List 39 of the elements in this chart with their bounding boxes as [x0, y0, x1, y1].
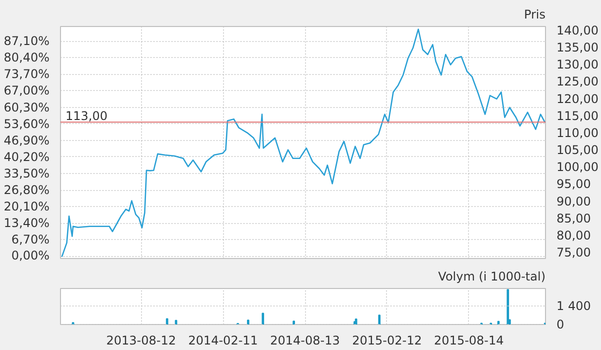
y2-tick-label: 1 400	[556, 299, 591, 314]
y-tick-label: 20,10%	[4, 200, 50, 214]
y2-tick-label: 75,00	[556, 246, 591, 260]
line-series	[61, 28, 546, 258]
y2-tick-label: 95,00	[556, 177, 591, 192]
y-tick-label: 46,90%	[4, 133, 50, 148]
x-tick-label: 2014-02-11	[188, 334, 258, 348]
x-tick-label: 2013-08-12	[106, 334, 176, 348]
y-tick-label: 0,00%	[11, 248, 50, 262]
y2-tick-label: 125,00	[556, 74, 598, 89]
y-tick-label: 87,10%	[4, 34, 50, 48]
y-tick-label: 53,60%	[4, 116, 50, 131]
x-tick-label: 2014-08-13	[270, 334, 340, 348]
y2-tick-label: 0	[556, 318, 564, 332]
y-tick-label: 6,70%	[11, 232, 50, 247]
ref-line-label: 113,00	[66, 109, 108, 124]
y-tick-label: 13,40%	[4, 216, 50, 230]
y2-axis-title: Pris	[524, 8, 546, 22]
y2-axis-title: Volym (i 1000-tal)	[438, 270, 546, 284]
y2-tick-label: 135,00	[556, 40, 598, 54]
y2-tick-label: 105,00	[556, 143, 598, 158]
y-tick-label: 80,40%	[4, 50, 50, 65]
y-tick-label: 73,70%	[4, 67, 50, 82]
y2-tick-label: 85,00	[556, 211, 591, 226]
y-tick-label: 60,30%	[4, 100, 50, 114]
x-tick-label: 2015-02-12	[352, 334, 422, 348]
y-tick-label: 67,00%	[4, 84, 50, 98]
y2-tick-label: 80,00	[556, 228, 591, 242]
y2-tick-label: 120,00	[556, 92, 598, 106]
y2-tick-label: 110,00	[556, 126, 598, 140]
y2-tick-label: 115,00	[556, 108, 598, 123]
y-tick-label: 33,50%	[4, 166, 50, 181]
y2-tick-label: 100,00	[556, 160, 598, 174]
y-tick-label: 26,80%	[4, 183, 50, 198]
y-tick-label: 40,20%	[4, 150, 50, 164]
x-tick-label: 2015-08-14	[434, 334, 504, 348]
y2-tick-label: 90,00	[556, 194, 591, 208]
y2-tick-label: 140,00	[556, 23, 598, 38]
y2-tick-label: 130,00	[556, 58, 598, 72]
